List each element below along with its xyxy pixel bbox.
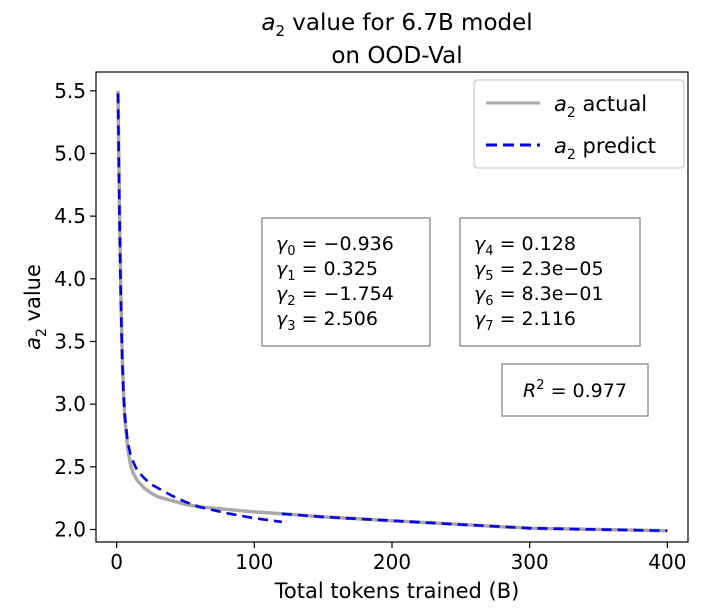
x-tick-label: 200 xyxy=(373,550,411,574)
x-tick-label: 400 xyxy=(648,550,686,574)
axis-ticks: 0 100 200 300 400 2.0 2.5 3.0 3.5 4.0 4.5 5.0 5.5 xyxy=(54,79,686,574)
x-axis-label: Total tokens trained (B) xyxy=(274,579,520,603)
gamma-box-right: γ4 = 0.128 γ5 = 2.3e−05 γ6 = 8.3e−01 γ7 … xyxy=(459,217,641,347)
legend-label-predict: a2 predict xyxy=(554,134,656,163)
x-tick-label: 0 xyxy=(110,550,123,574)
r2-box: R2 = 0.977 xyxy=(501,363,649,417)
y-tick-label: 5.0 xyxy=(54,141,86,165)
legend: a2 actual a2 predict xyxy=(473,79,685,169)
gamma-1: γ1 = 0.325 xyxy=(276,258,378,284)
x-tick-label: 300 xyxy=(511,550,549,574)
series-actual-line xyxy=(116,90,668,533)
y-tick-label: 5.5 xyxy=(54,79,86,103)
chart-title-line2: on OOD-Val xyxy=(331,43,462,69)
gamma-7: γ7 = 2.116 xyxy=(474,308,576,334)
gamma-4: γ4 = 0.128 xyxy=(474,233,576,259)
series-predict-line xyxy=(116,93,668,532)
gamma-5: γ5 = 2.3e−05 xyxy=(474,258,604,284)
y-tick-label: 3.0 xyxy=(54,392,86,416)
plot-frame xyxy=(95,71,689,543)
gamma-0: γ0 = −0.936 xyxy=(276,233,394,259)
plot-area xyxy=(116,90,668,533)
x-tick-label: 100 xyxy=(235,550,273,574)
gamma-2: γ2 = −1.754 xyxy=(276,283,394,309)
y-tick-label: 4.0 xyxy=(54,267,86,291)
r2-text: R2 = 0.977 xyxy=(523,378,627,402)
legend-label-actual: a2 actual xyxy=(554,92,647,121)
y-tick-label: 3.5 xyxy=(54,329,86,353)
gamma-3: γ3 = 2.506 xyxy=(276,308,378,334)
y-axis-label: a2 value xyxy=(21,264,50,350)
gamma-box-left: γ0 = −0.936 γ1 = 0.325 γ2 = −1.754 γ3 = … xyxy=(261,217,431,347)
gamma-6: γ6 = 8.3e−01 xyxy=(474,283,604,309)
y-tick-label: 4.5 xyxy=(54,204,86,228)
y-tick-label: 2.0 xyxy=(54,517,86,541)
y-tick-label: 2.5 xyxy=(54,455,86,479)
chart-title-line1: a2 value for 6.7B model xyxy=(261,10,532,40)
